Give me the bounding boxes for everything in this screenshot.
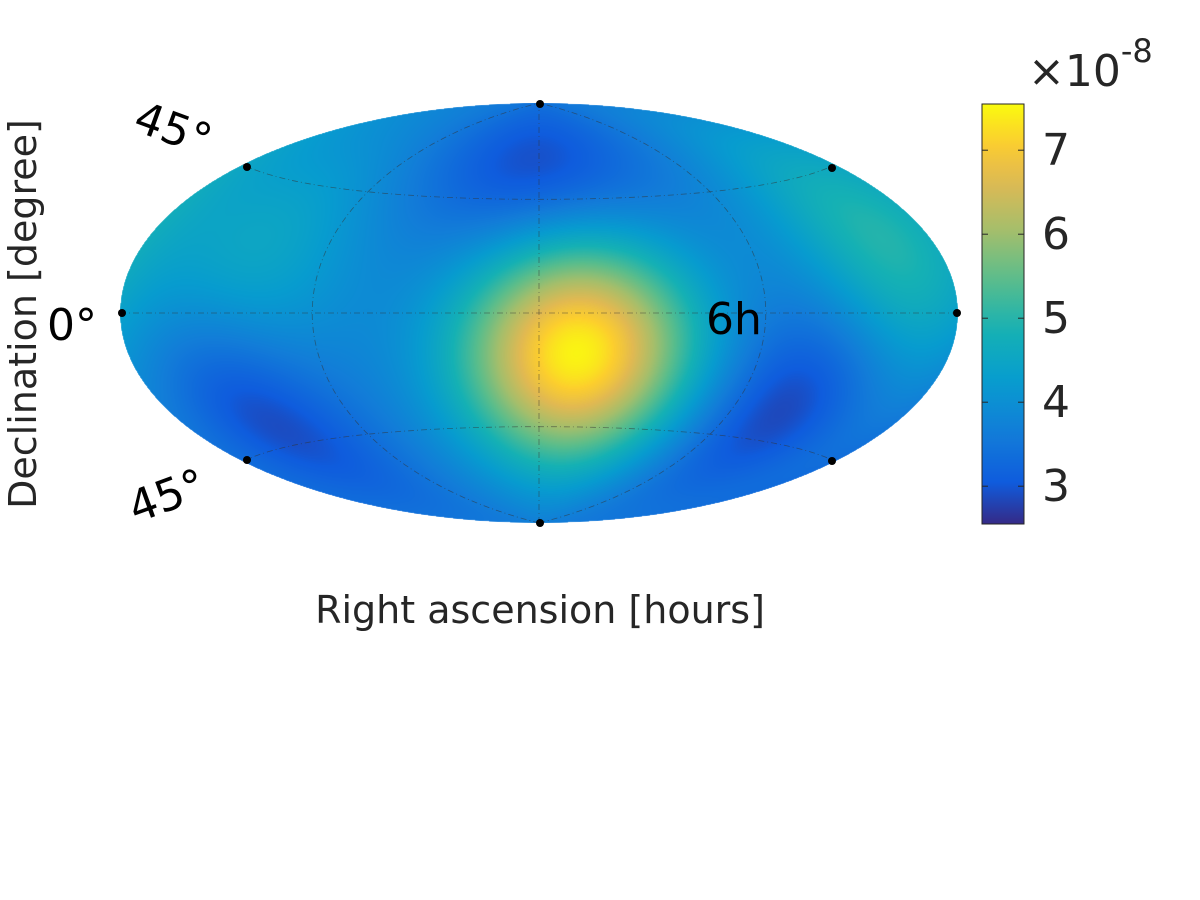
colorbar-exponent-base: ×10 [1028,46,1121,97]
colorbar-gradient [981,103,1025,525]
colorbar-tick-label-5: 5 [1042,293,1070,344]
meridian-line-90 [538,103,767,523]
colorbar-tick-label-6: 6 [1042,209,1070,260]
lat-label-equator-0: 0° [47,300,97,351]
edge-marker-6 [243,456,251,464]
parallel-line-45 [242,164,836,200]
colorbar-tick-label-7: 7 [1042,125,1070,176]
y-axis-label: Declination [degree] [1,119,45,509]
lon-label-6h: 6h [706,294,762,345]
lat-label-north-45: 45° [128,92,219,167]
edge-marker-5 [828,164,836,172]
edge-marker-1 [536,519,544,527]
edge-marker-2 [118,309,126,317]
edge-marker-4 [243,163,251,171]
edge-marker-3 [953,309,961,317]
colorbar-exponent: ×10-8 [1028,32,1153,97]
meridian-line-m90 [311,103,540,523]
colorbar-tick-label-3: 3 [1042,461,1070,512]
x-axis-label: Right ascension [hours] [315,588,765,632]
edge-marker-7 [828,457,836,465]
colorbar-tick-label-4: 4 [1042,377,1070,428]
colorbar-exponent-power: -8 [1121,32,1153,70]
skymap-gridlines [120,103,958,523]
colorbar: 3 4 5 6 7 ×10-8 [981,32,1153,525]
skymap [118,100,961,527]
edge-marker-0 [536,100,544,108]
colorbar-ticks: 3 4 5 6 7 [982,125,1070,512]
skymap-edge-markers [118,100,961,527]
lat-label-south-45: 45° [122,459,213,534]
